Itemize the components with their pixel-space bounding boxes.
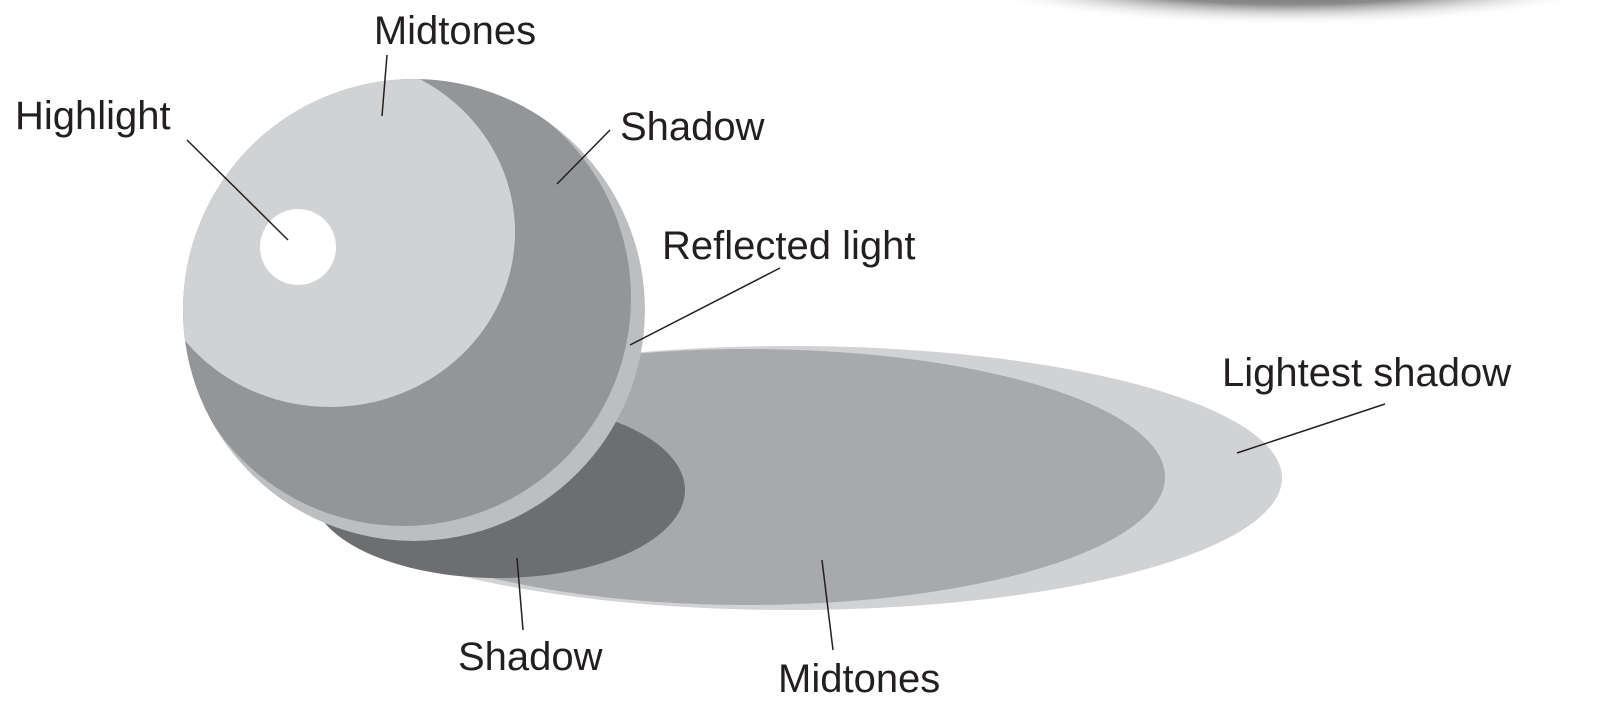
leader-line xyxy=(630,268,780,345)
page: Midtones Highlight Shadow Reflected ligh… xyxy=(0,0,1613,719)
sphere xyxy=(145,57,645,541)
label: Shadow xyxy=(620,105,765,149)
diagram: Midtones Highlight Shadow Reflected ligh… xyxy=(0,0,1613,719)
label: Shadow xyxy=(458,635,603,679)
highlight xyxy=(260,209,336,285)
label: Reflected light xyxy=(662,224,915,268)
label: Midtones xyxy=(374,9,536,53)
corner-image xyxy=(1000,0,1580,35)
leader-line xyxy=(1237,404,1385,453)
label: Midtones xyxy=(778,657,940,701)
label: Highlight xyxy=(15,94,171,138)
label: Lightest shadow xyxy=(1222,351,1511,395)
